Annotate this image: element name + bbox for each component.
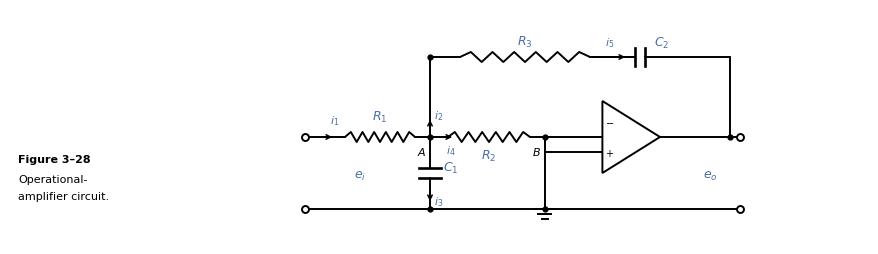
Text: $C_1$: $C_1$ (443, 160, 458, 175)
Text: $i_1$: $i_1$ (329, 114, 339, 128)
Text: $C_2$: $C_2$ (653, 36, 668, 51)
Text: $A$: $A$ (416, 146, 426, 157)
Text: Figure 3–28: Figure 3–28 (18, 154, 90, 164)
Text: $R_3$: $R_3$ (516, 35, 532, 50)
Text: $B$: $B$ (531, 146, 540, 157)
Text: $R_1$: $R_1$ (372, 109, 387, 124)
Text: $i_3$: $i_3$ (434, 194, 443, 208)
Text: $-$: $-$ (604, 118, 613, 127)
Text: Operational-: Operational- (18, 174, 88, 184)
Text: $e_o$: $e_o$ (702, 169, 716, 182)
Text: amplifier circuit.: amplifier circuit. (18, 191, 109, 201)
Text: $i_2$: $i_2$ (434, 109, 443, 122)
Text: $e_i$: $e_i$ (354, 169, 365, 182)
Text: $R_2$: $R_2$ (481, 148, 496, 164)
Text: $i_4$: $i_4$ (445, 144, 455, 157)
Text: $i_5$: $i_5$ (605, 36, 614, 50)
Text: $+$: $+$ (604, 147, 613, 158)
